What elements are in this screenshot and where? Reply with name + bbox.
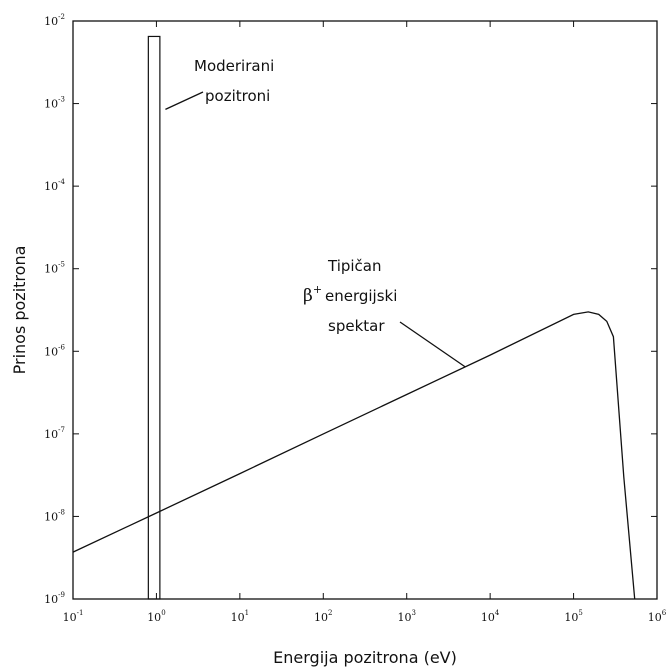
x-tick-base: 10 bbox=[147, 611, 161, 624]
y-tick-exponent: -6 bbox=[58, 343, 65, 351]
y-tick-label: 10-4 bbox=[44, 178, 65, 193]
annotation-moderated: Moderirani pozitroni bbox=[165, 57, 274, 110]
y-tick-base: 10 bbox=[44, 180, 58, 193]
annotation-spectrum-line2: energijski bbox=[325, 287, 397, 305]
annotation-spectrum: Tipičan β+ energijski spektar bbox=[303, 257, 466, 368]
annotation-spectrum-line1: Tipičan bbox=[327, 257, 382, 275]
y-tick-base: 10 bbox=[44, 98, 58, 111]
x-axis-title: Energija pozitrona (eV) bbox=[273, 648, 457, 667]
annotation-spectrum-symbol: β+ bbox=[303, 283, 322, 306]
annotation-moderated-line2: pozitroni bbox=[205, 87, 270, 105]
x-tick-label: 101 bbox=[231, 609, 249, 624]
y-tick-label: 10-7 bbox=[44, 426, 65, 441]
x-tick-label: 103 bbox=[397, 609, 415, 624]
x-tick-exponent: 6 bbox=[662, 609, 667, 617]
x-tick-exponent: 0 bbox=[161, 609, 165, 617]
y-tick-base: 10 bbox=[44, 263, 58, 276]
x-tick-exponent: 4 bbox=[495, 609, 500, 617]
y-tick-label: 10-5 bbox=[44, 261, 65, 276]
x-tick-label: 102 bbox=[314, 609, 332, 624]
x-tick-exponent: 5 bbox=[578, 609, 582, 617]
y-tick-exponent: -5 bbox=[58, 261, 65, 269]
y-tick-exponent: -7 bbox=[58, 426, 65, 434]
y-tick-label: 10-3 bbox=[44, 96, 65, 111]
annotation-spectrum-pointer bbox=[399, 321, 466, 368]
x-tick-exponent: -1 bbox=[77, 609, 84, 617]
y-tick-base: 10 bbox=[44, 428, 58, 441]
y-tick-exponent: -4 bbox=[58, 178, 65, 186]
x-tick-base: 10 bbox=[397, 611, 411, 624]
x-tick-exponent: 1 bbox=[245, 609, 249, 617]
y-tick-base: 10 bbox=[44, 15, 58, 28]
spectrum-series-line bbox=[72, 311, 636, 600]
x-tick-exponent: 2 bbox=[328, 609, 332, 617]
x-tick-base: 10 bbox=[481, 611, 495, 624]
x-tick-label: 105 bbox=[564, 609, 582, 624]
x-tick-label: 106 bbox=[648, 609, 667, 624]
y-tick-exponent: -9 bbox=[58, 591, 65, 599]
annotation-moderated-line1: Moderirani bbox=[194, 57, 274, 75]
x-tick-base: 10 bbox=[63, 611, 77, 624]
x-tick-base: 10 bbox=[648, 611, 662, 624]
tick-labels: 10-1 100 101 102 103 104 105 10610-910-810-710-… bbox=[44, 13, 667, 624]
x-tick-label: 100 bbox=[147, 609, 165, 624]
y-tick-label: 10-6 bbox=[44, 343, 65, 358]
y-tick-base: 10 bbox=[44, 345, 58, 358]
annotation-moderated-pointer bbox=[165, 91, 204, 110]
x-tick-base: 10 bbox=[231, 611, 245, 624]
y-tick-exponent: -3 bbox=[58, 96, 65, 104]
annotation-spectrum-line3: spektar bbox=[328, 317, 385, 335]
x-tick-label: 104 bbox=[481, 609, 500, 624]
beta-plus-sup: + bbox=[313, 283, 322, 296]
axis-ticks bbox=[72, 20, 658, 600]
y-axis-title: Prinos pozitrona bbox=[10, 246, 29, 375]
y-tick-label: 10-2 bbox=[44, 13, 65, 28]
x-tick-base: 10 bbox=[314, 611, 328, 624]
plot-frame bbox=[72, 20, 658, 600]
x-tick-base: 10 bbox=[564, 611, 578, 624]
x-tick-exponent: 3 bbox=[411, 609, 415, 617]
y-tick-label: 10-9 bbox=[44, 591, 65, 606]
y-tick-exponent: -2 bbox=[58, 13, 65, 21]
y-tick-base: 10 bbox=[44, 593, 58, 606]
x-tick-label: 10-1 bbox=[63, 609, 84, 624]
y-tick-base: 10 bbox=[44, 510, 58, 523]
beta-symbol: β bbox=[303, 286, 313, 306]
y-tick-label: 10-8 bbox=[44, 508, 65, 523]
y-tick-exponent: -8 bbox=[58, 508, 65, 516]
